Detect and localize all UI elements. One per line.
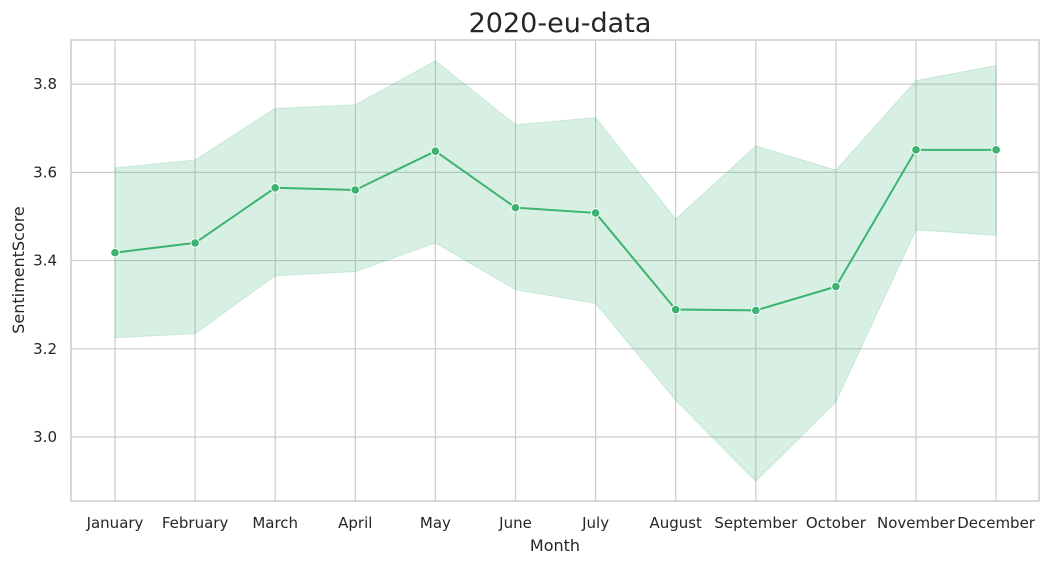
x-tick-label: August xyxy=(649,514,702,532)
confidence-band xyxy=(114,60,997,482)
y-tick-label: 3.6 xyxy=(33,163,57,181)
data-point xyxy=(670,304,681,315)
y-tick-labels: 3.0 3.2 3.4 3.6 3.8 xyxy=(33,75,57,446)
data-point xyxy=(751,305,761,316)
y-tick-label: 3.2 xyxy=(33,340,57,358)
data-point xyxy=(110,247,120,258)
x-tick-labels: January February March April May June July Augu… xyxy=(86,514,1036,532)
data-point xyxy=(270,182,281,193)
x-tick-label: January xyxy=(86,514,144,532)
x-tick-label: May xyxy=(420,514,451,532)
y-tick-label: 3.4 xyxy=(33,252,57,270)
data-point xyxy=(590,208,601,218)
data-point xyxy=(430,146,441,156)
plot-frame xyxy=(70,39,1040,502)
x-tick-label: July xyxy=(581,514,609,532)
data-point xyxy=(350,185,361,195)
data-point xyxy=(991,145,1001,155)
data-point xyxy=(190,238,200,248)
data-points xyxy=(110,145,1001,316)
x-tick-label: October xyxy=(806,514,867,532)
x-tick-label: December xyxy=(957,514,1036,532)
chart-title: 2020-eu-data xyxy=(469,8,652,39)
x-tick-label: February xyxy=(162,514,229,532)
series-line xyxy=(114,148,997,312)
y-axis-label: SentimentScore xyxy=(9,206,28,334)
x-tick-label: April xyxy=(338,514,372,532)
grid xyxy=(71,40,1039,501)
y-tick-label: 3.8 xyxy=(33,75,57,93)
x-tick-label: September xyxy=(714,514,798,532)
x-axis-label: Month xyxy=(530,536,580,555)
data-point xyxy=(831,281,841,292)
data-point xyxy=(911,145,921,155)
x-tick-label: June xyxy=(498,514,532,532)
x-tick-label: March xyxy=(252,514,298,532)
data-point xyxy=(510,202,521,213)
x-tick-label: November xyxy=(877,514,956,532)
y-tick-label: 3.0 xyxy=(33,428,57,446)
